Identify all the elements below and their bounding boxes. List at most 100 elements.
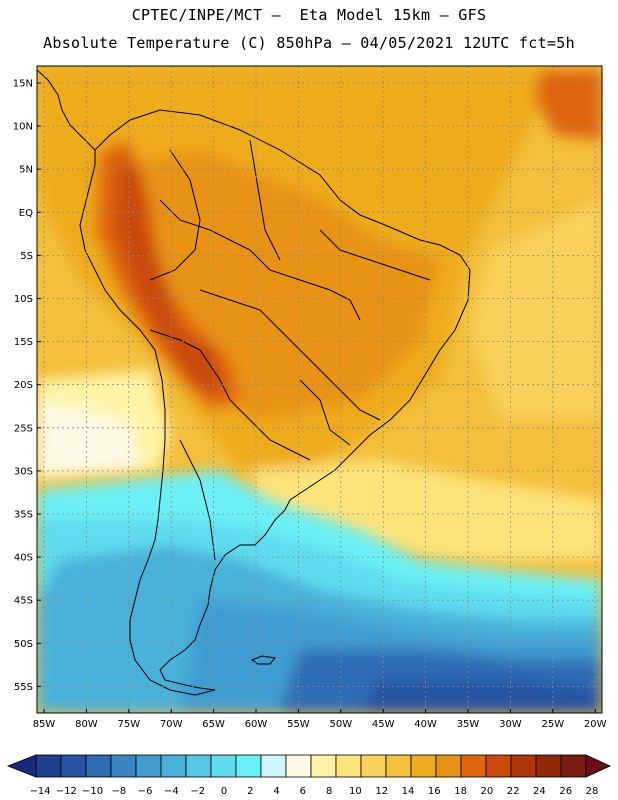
lat-label: 55S bbox=[14, 682, 33, 693]
colorbar-swatches bbox=[35, 754, 587, 778]
lon-label: 80W bbox=[75, 719, 98, 730]
colorbar-swatch bbox=[35, 754, 62, 778]
colorbar-label: 0 bbox=[221, 786, 227, 797]
lon-label: 70W bbox=[160, 719, 183, 730]
lat-label: 15S bbox=[14, 337, 33, 348]
colorbar-swatch bbox=[85, 754, 112, 778]
colorbar: −14 −12 −10 −8 −6 −4 −2 0 2 4 6 8 10 12 14 16 18 20 22 24 26… bbox=[6, 754, 611, 797]
lat-label: 50S bbox=[14, 639, 33, 650]
colorbar-swatch bbox=[410, 754, 437, 778]
map-title-line-1: CPTEC/INPE/MCT – Eta Model 15km – GFS bbox=[131, 6, 487, 24]
field-andes-24 bbox=[115, 160, 225, 390]
colorbar-label: 6 bbox=[300, 786, 306, 797]
lat-label: 20S bbox=[14, 380, 33, 391]
colorbar-label: −4 bbox=[164, 786, 179, 797]
colorbar-swatch bbox=[235, 754, 262, 778]
colorbar-label: 28 bbox=[586, 786, 599, 797]
field-ne-hotspot bbox=[535, 70, 602, 140]
colorbar-low-arrow bbox=[6, 754, 37, 778]
lon-label: 20W bbox=[584, 719, 607, 730]
lon-label: 35W bbox=[457, 719, 480, 730]
lon-label: 30W bbox=[499, 719, 522, 730]
lat-label: EQ bbox=[19, 208, 33, 219]
internal-border-2 bbox=[149, 329, 311, 461]
colorbar-swatch bbox=[535, 754, 562, 778]
colorbar-swatch bbox=[360, 754, 387, 778]
lat-label: 15N bbox=[13, 79, 33, 90]
map-title-line-2: Absolute Temperature (C) 850hPa – 04/05/… bbox=[43, 34, 575, 52]
internal-border-7 bbox=[319, 229, 431, 281]
colorbar-swatch bbox=[135, 754, 162, 778]
lat-label: 35S bbox=[14, 510, 33, 521]
lat-label: 40S bbox=[14, 553, 33, 564]
colorbar-swatch bbox=[185, 754, 212, 778]
colorbar-label: 14 bbox=[402, 786, 415, 797]
field-pacific-8 bbox=[37, 400, 140, 475]
colorbar-label: −14 bbox=[29, 786, 50, 797]
lon-label: 75W bbox=[117, 719, 140, 730]
colorbar-swatch bbox=[110, 754, 137, 778]
colorbar-swatch bbox=[310, 754, 337, 778]
colorbar-swatch bbox=[60, 754, 87, 778]
temperature-field bbox=[37, 66, 602, 713]
colorbar-label: −6 bbox=[138, 786, 153, 797]
temperature-map: 15N 10N 5N EQ 5S 10S 15S 20S 25S 30S 35S 40S 45S 50S 5… bbox=[13, 65, 607, 730]
colorbar-label: −8 bbox=[111, 786, 126, 797]
colorbar-label: 12 bbox=[375, 786, 388, 797]
lat-label: 10S bbox=[14, 294, 33, 305]
map-frame bbox=[36, 65, 603, 714]
field-cold-m12 bbox=[360, 680, 602, 713]
colorbar-swatch bbox=[560, 754, 587, 778]
lon-label: 25W bbox=[541, 719, 564, 730]
lon-label: 45W bbox=[372, 719, 395, 730]
lat-label: 45S bbox=[14, 596, 33, 607]
lon-label: 40W bbox=[414, 719, 437, 730]
colorbar-swatch bbox=[385, 754, 412, 778]
colorbar-label: 4 bbox=[273, 786, 279, 797]
longitude-labels: 85W 80W 75W 70W 65W 60W 55W 50W 45W 40W 35W 30W 25W 2… bbox=[33, 709, 607, 730]
colorbar-label: −10 bbox=[82, 786, 103, 797]
colorbar-labels: −14 −12 −10 −8 −6 −4 −2 0 2 4 6 8 10 12 14 16 18 20 22 24 26… bbox=[29, 786, 598, 797]
colorbar-label: 16 bbox=[428, 786, 441, 797]
lon-label: 85W bbox=[33, 719, 56, 730]
colorbar-swatch bbox=[510, 754, 537, 778]
lon-label: 55W bbox=[287, 719, 310, 730]
colorbar-label: 22 bbox=[507, 786, 520, 797]
lon-label: 50W bbox=[329, 719, 352, 730]
colorbar-label: 2 bbox=[247, 786, 253, 797]
colorbar-label: 20 bbox=[480, 786, 493, 797]
lon-label: 65W bbox=[202, 719, 225, 730]
colorbar-label: 18 bbox=[454, 786, 467, 797]
lat-label: 30S bbox=[14, 466, 33, 477]
colorbar-swatch bbox=[260, 754, 287, 778]
colorbar-swatch bbox=[210, 754, 237, 778]
colorbar-label: 24 bbox=[533, 786, 546, 797]
latitude-labels: 15N 10N 5N EQ 5S 10S 15S 20S 25S 30S 35S 40S 45S 50S 5… bbox=[13, 79, 41, 693]
colorbar-swatch bbox=[335, 754, 362, 778]
colorbar-swatch bbox=[435, 754, 462, 778]
lat-label: 5S bbox=[20, 251, 33, 262]
colorbar-swatch bbox=[485, 754, 512, 778]
internal-border-3 bbox=[199, 289, 381, 421]
colorbar-swatch bbox=[460, 754, 487, 778]
colorbar-swatch bbox=[285, 754, 312, 778]
colorbar-high-arrow bbox=[585, 754, 611, 778]
coastlines bbox=[37, 69, 471, 696]
colorbar-label: 10 bbox=[349, 786, 362, 797]
colorbar-label: 26 bbox=[559, 786, 572, 797]
lat-label: 25S bbox=[14, 423, 33, 434]
lat-lon-grid bbox=[37, 66, 602, 713]
internal-border-8 bbox=[299, 379, 351, 446]
central-america-coast bbox=[37, 69, 96, 151]
south-america-coast bbox=[79, 109, 471, 696]
internal-border-4 bbox=[249, 139, 281, 261]
lon-label: 60W bbox=[245, 719, 268, 730]
falkland-islands bbox=[250, 655, 276, 665]
colorbar-label: −2 bbox=[190, 786, 205, 797]
colorbar-label: 8 bbox=[326, 786, 332, 797]
internal-border-6 bbox=[179, 439, 216, 561]
internal-border-1 bbox=[159, 199, 361, 321]
lat-label: 10N bbox=[13, 122, 33, 133]
colorbar-swatch bbox=[160, 754, 187, 778]
lat-label: 5N bbox=[19, 165, 33, 176]
